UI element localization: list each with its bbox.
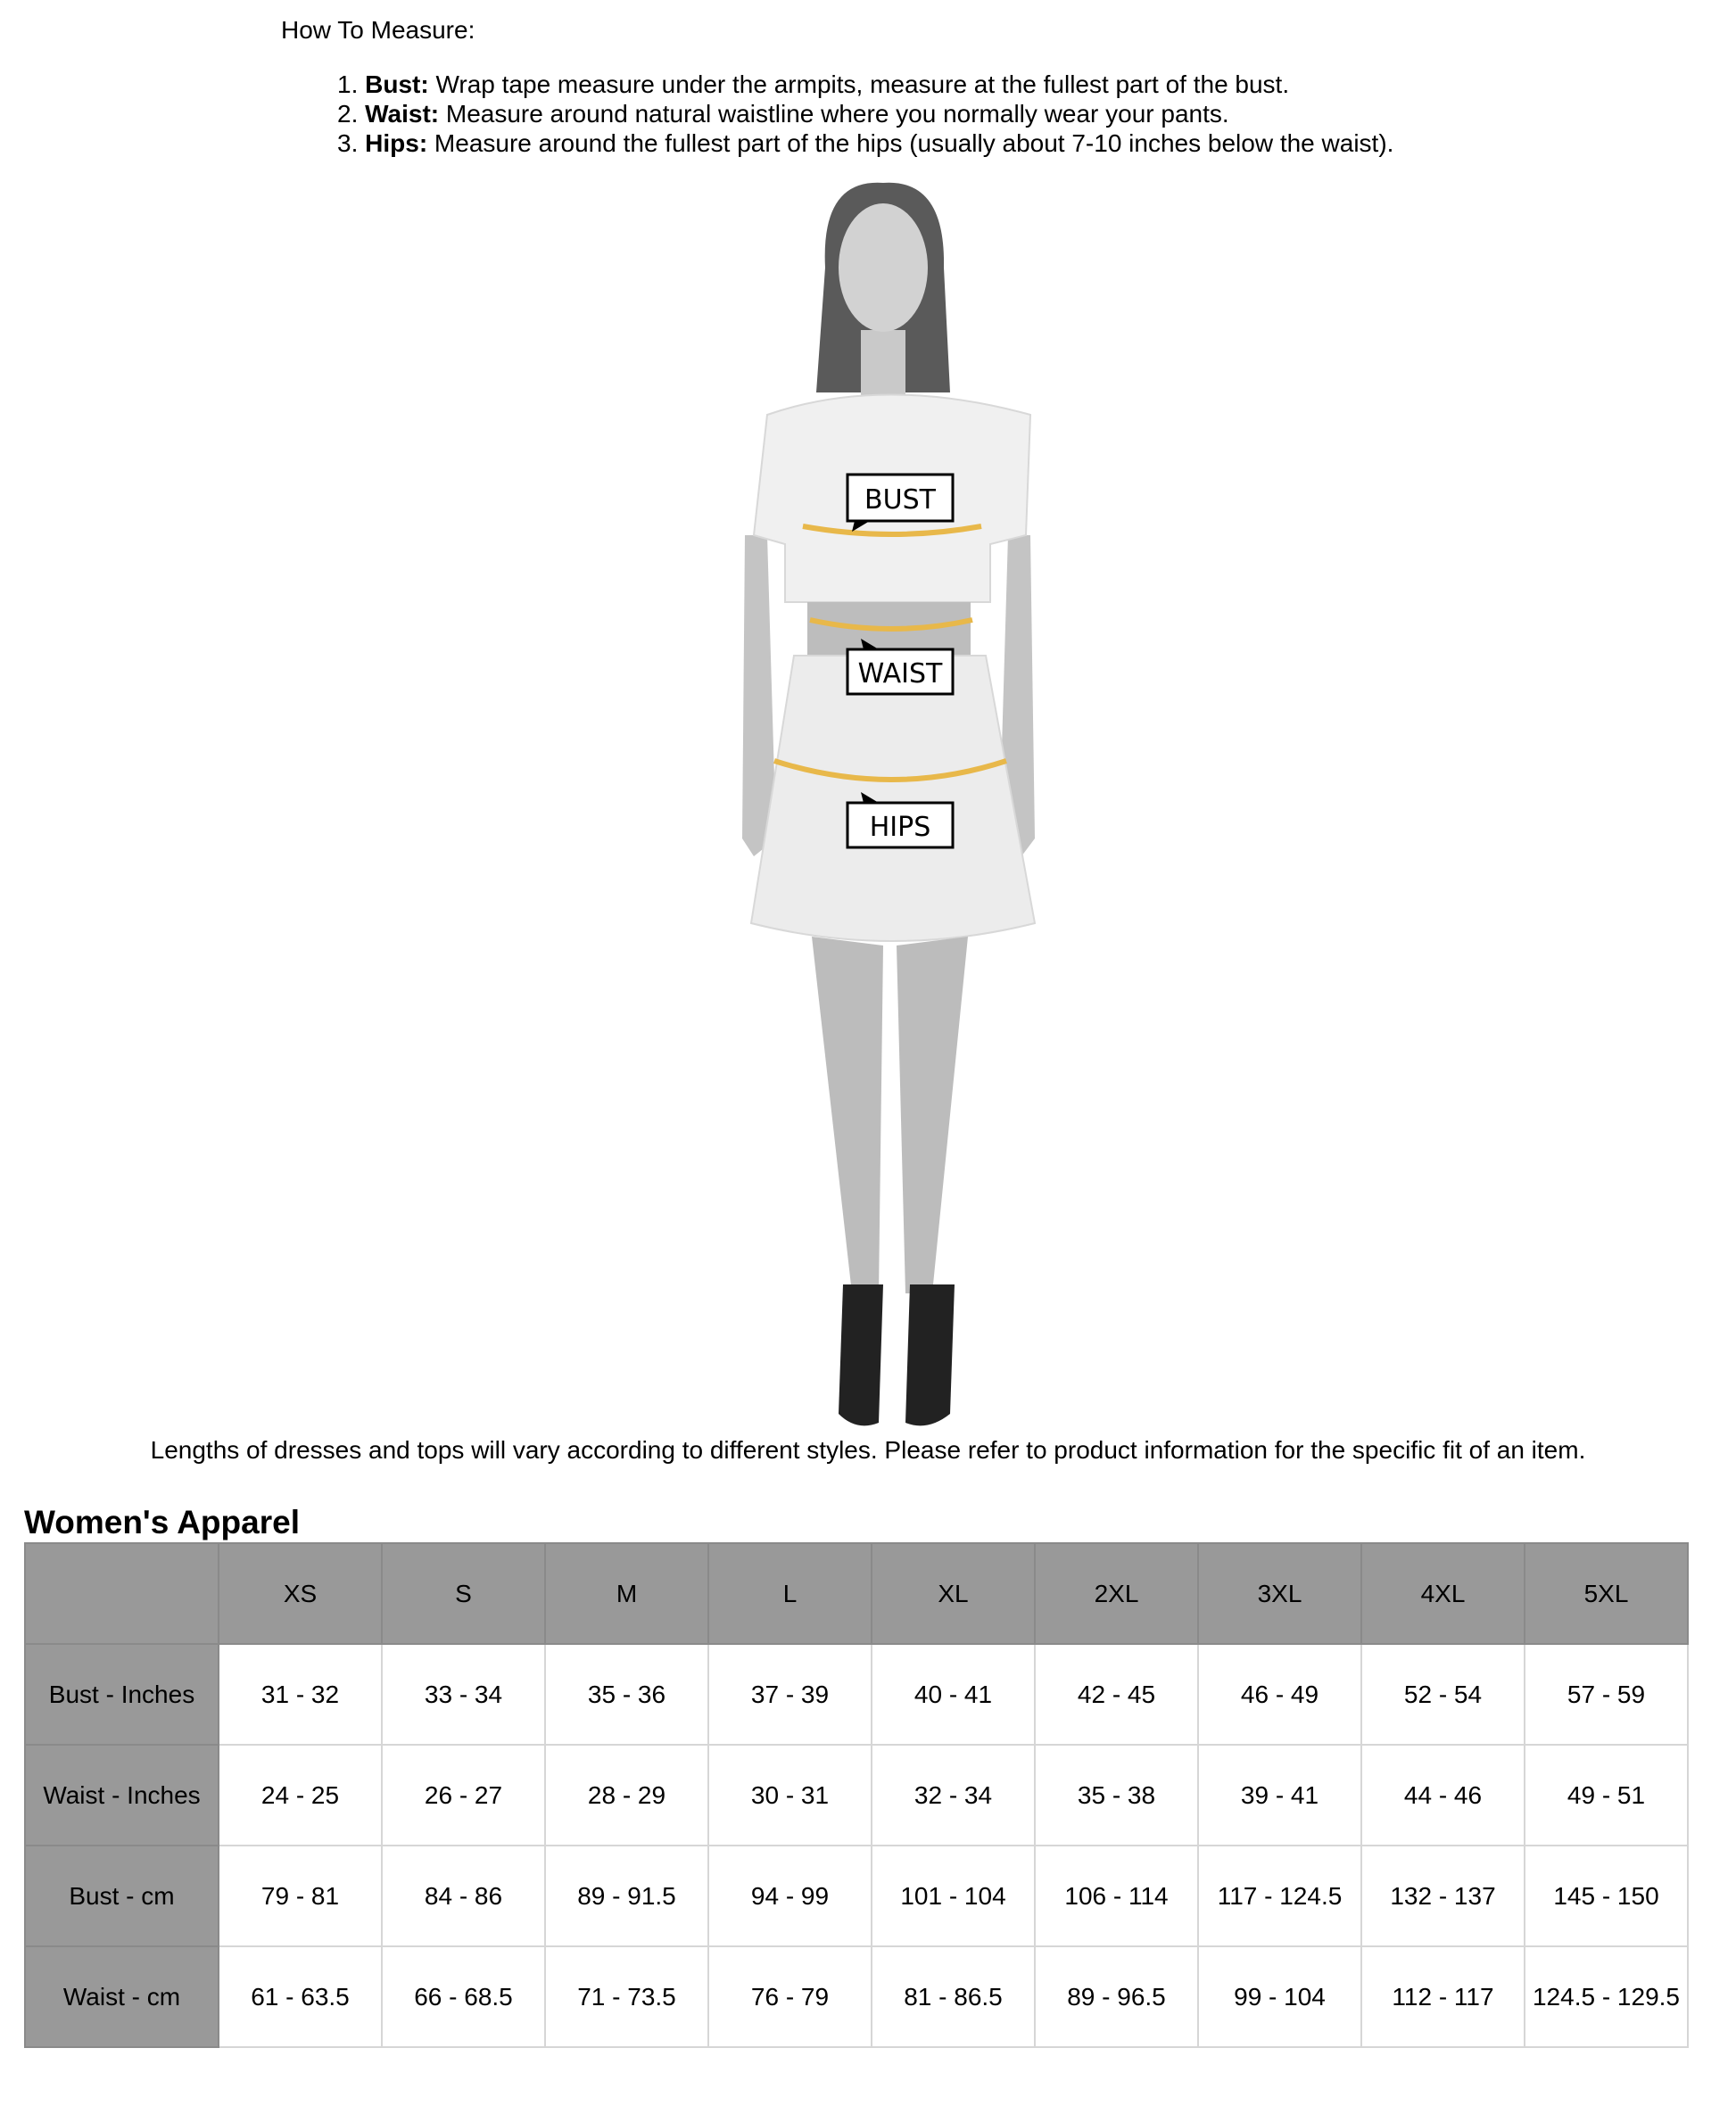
table-cell: 124.5 - 129.5	[1524, 1945, 1689, 2048]
row-label: Waist - Inches	[24, 1744, 219, 1846]
step-number: 1.	[337, 70, 359, 98]
step-label: Bust:	[365, 70, 429, 98]
step-bust: 1. Bust: Wrap tape measure under the arm…	[337, 70, 1393, 99]
table-cell: 66 - 68.5	[381, 1945, 546, 2048]
waist-tape-line	[809, 617, 973, 632]
header-empty	[24, 1542, 219, 1645]
table-cell: 79 - 81	[218, 1845, 383, 1947]
table-row: Waist - cm 61 - 63.5 66 - 68.5 71 - 73.5 76 …	[24, 1945, 1689, 2048]
step-text: Measure around natural waistline where y…	[445, 100, 1229, 128]
table-cell: 30 - 31	[707, 1744, 872, 1846]
model-figure: BUST WAIST HIPS	[742, 182, 1037, 1426]
table-row: Bust - cm 79 - 81 84 - 86 89 - 91.5 94 - 99 1…	[24, 1845, 1689, 1947]
table-cell: 49 - 51	[1524, 1744, 1689, 1846]
table-cell: 37 - 39	[707, 1643, 872, 1746]
table-cell: 46 - 49	[1197, 1643, 1362, 1746]
header-size: 2XL	[1034, 1542, 1199, 1645]
step-label: Hips:	[365, 129, 428, 157]
row-label: Bust - Inches	[24, 1643, 219, 1746]
table-row: Waist - Inches 24 - 25 26 - 27 28 - 29 30 - …	[24, 1744, 1689, 1846]
header-size: 3XL	[1197, 1542, 1362, 1645]
step-waist: 2. Waist: Measure around natural waistli…	[337, 99, 1393, 128]
header-size: S	[381, 1542, 546, 1645]
header-size: L	[707, 1542, 872, 1645]
table-cell: 112 - 117	[1360, 1945, 1525, 2048]
step-text: Wrap tape measure under the armpits, mea…	[435, 70, 1290, 98]
header-size: 4XL	[1360, 1542, 1525, 1645]
table-title: Women's Apparel	[24, 1504, 300, 1540]
how-to-measure-title: How To Measure:	[281, 16, 475, 44]
table-cell: 81 - 86.5	[871, 1945, 1036, 2048]
waist-label: WAIST	[858, 658, 943, 690]
table-cell: 71 - 73.5	[544, 1945, 709, 2048]
table-cell: 32 - 34	[871, 1744, 1036, 1846]
measure-steps-list: 1. Bust: Wrap tape measure under the arm…	[337, 70, 1393, 158]
table-cell: 106 - 114	[1034, 1845, 1199, 1947]
table-cell: 39 - 41	[1197, 1744, 1362, 1846]
model-silhouette	[742, 182, 1037, 1426]
table-cell: 99 - 104	[1197, 1945, 1362, 2048]
header-size: M	[544, 1542, 709, 1645]
hips-label-box: HIPS	[846, 792, 955, 849]
bust-label-box: BUST	[846, 473, 955, 532]
bust-tape-line	[802, 524, 982, 537]
header-size: XL	[871, 1542, 1036, 1645]
step-number: 3.	[337, 129, 359, 157]
table-cell: 33 - 34	[381, 1643, 546, 1746]
table-cell: 24 - 25	[218, 1744, 383, 1846]
header-size: 5XL	[1524, 1542, 1689, 1645]
table-cell: 101 - 104	[871, 1845, 1036, 1947]
table-cell: 40 - 41	[871, 1643, 1036, 1746]
size-chart-table: XS S M L XL 2XL 3XL 4XL 5XL Bust - Inche…	[24, 1542, 1689, 2048]
table-cell: 61 - 63.5	[218, 1945, 383, 2048]
table-cell: 76 - 79	[707, 1945, 872, 2048]
waist-label-box: WAIST	[846, 639, 955, 696]
table-cell: 28 - 29	[544, 1744, 709, 1846]
table-cell: 26 - 27	[381, 1744, 546, 1846]
table-row: Bust - Inches 31 - 32 33 - 34 35 - 36 37 - 3…	[24, 1643, 1689, 1746]
step-hips: 3. Hips: Measure around the fullest part…	[337, 128, 1393, 158]
table-cell: 145 - 150	[1524, 1845, 1689, 1947]
row-label: Bust - cm	[24, 1845, 219, 1947]
table-header-row: XS S M L XL 2XL 3XL 4XL 5XL	[24, 1542, 1689, 1645]
row-label: Waist - cm	[24, 1945, 219, 2048]
step-number: 2.	[337, 100, 359, 128]
table-cell: 117 - 124.5	[1197, 1845, 1362, 1947]
table-cell: 31 - 32	[218, 1643, 383, 1746]
table-cell: 89 - 96.5	[1034, 1945, 1199, 2048]
table-cell: 35 - 36	[544, 1643, 709, 1746]
table-cell: 57 - 59	[1524, 1643, 1689, 1746]
table-cell: 94 - 99	[707, 1845, 872, 1947]
table-cell: 35 - 38	[1034, 1744, 1199, 1846]
table-cell: 44 - 46	[1360, 1744, 1525, 1846]
hips-tape-line	[773, 758, 1007, 782]
table-cell: 132 - 137	[1360, 1845, 1525, 1947]
length-note: Lengths of dresses and tops will vary ac…	[150, 1436, 1586, 1464]
hips-label: HIPS	[870, 812, 931, 843]
header-size: XS	[218, 1542, 383, 1645]
step-text: Measure around the fullest part of the h…	[434, 129, 1394, 157]
table-cell: 42 - 45	[1034, 1643, 1199, 1746]
step-label: Waist:	[365, 100, 440, 128]
table-cell: 52 - 54	[1360, 1643, 1525, 1746]
table-cell: 84 - 86	[381, 1845, 546, 1947]
bust-label: BUST	[864, 484, 937, 516]
table-cell: 89 - 91.5	[544, 1845, 709, 1947]
